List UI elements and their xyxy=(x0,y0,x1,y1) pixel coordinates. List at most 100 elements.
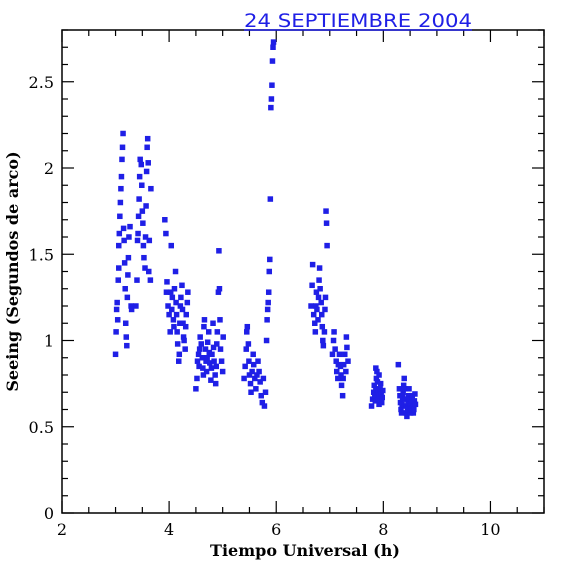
data-point xyxy=(126,234,132,240)
data-point xyxy=(119,156,125,163)
data-point xyxy=(213,363,219,370)
data-point xyxy=(318,311,325,318)
data-point xyxy=(337,363,344,370)
data-point xyxy=(247,380,254,387)
x-tick-label: 10 xyxy=(480,520,500,539)
data-point xyxy=(122,320,129,326)
data-point xyxy=(320,337,326,344)
data-point xyxy=(139,208,146,214)
data-point xyxy=(202,346,209,352)
data-point xyxy=(114,299,120,306)
data-point xyxy=(314,306,320,313)
data-point xyxy=(210,320,216,326)
data-point xyxy=(308,303,314,309)
data-point xyxy=(212,372,218,378)
data-point xyxy=(142,234,149,240)
data-point xyxy=(134,237,141,244)
data-point xyxy=(261,403,268,409)
ticks-layer: 2 4 6 8 10 0 0.5 1 1.5 2 2.5 xyxy=(29,29,545,539)
data-point xyxy=(116,242,122,249)
data-point xyxy=(201,323,207,330)
y-tick-label: 2.5 xyxy=(29,73,54,92)
data-point xyxy=(343,368,349,375)
data-point xyxy=(174,329,180,335)
data-point xyxy=(312,320,318,326)
data-point xyxy=(212,380,219,387)
data-point xyxy=(113,329,119,335)
data-point xyxy=(319,323,326,330)
x-tick-label: 4 xyxy=(164,520,174,539)
data-point xyxy=(205,329,212,335)
data-point xyxy=(214,341,220,347)
data-point xyxy=(396,386,403,392)
data-point xyxy=(377,380,384,387)
data-point xyxy=(122,286,128,292)
data-point xyxy=(336,351,343,358)
data-point xyxy=(195,351,202,358)
data-point xyxy=(128,303,134,309)
data-point xyxy=(136,196,142,202)
data-point xyxy=(116,265,122,271)
data-point xyxy=(268,104,274,111)
data-point xyxy=(146,237,153,244)
data-point xyxy=(404,413,410,420)
data-point xyxy=(267,196,274,202)
data-point xyxy=(163,289,170,295)
data-point xyxy=(322,306,328,313)
data-point xyxy=(176,358,182,364)
data-point xyxy=(128,306,135,313)
data-point xyxy=(115,277,121,283)
data-point xyxy=(117,199,124,206)
data-point xyxy=(371,382,377,389)
data-point xyxy=(216,286,223,292)
data-point xyxy=(146,268,152,275)
data-point xyxy=(179,282,185,289)
data-point xyxy=(200,372,207,378)
data-point xyxy=(398,406,404,413)
data-point xyxy=(380,387,386,394)
data-point xyxy=(324,242,330,249)
data-point xyxy=(335,375,341,382)
data-point xyxy=(260,375,267,382)
data-point xyxy=(148,185,154,192)
data-point xyxy=(257,379,263,385)
data-point xyxy=(270,39,277,45)
data-point xyxy=(118,173,125,180)
data-point xyxy=(180,320,186,326)
data-point xyxy=(316,277,322,283)
data-point xyxy=(215,289,222,295)
data-point xyxy=(343,334,350,340)
data-point xyxy=(245,341,252,347)
data-point xyxy=(114,317,121,323)
data-point xyxy=(270,44,276,50)
data-point xyxy=(268,96,275,102)
data-point xyxy=(142,265,148,271)
data-point xyxy=(144,135,151,142)
data-point xyxy=(338,372,344,378)
data-point xyxy=(244,329,250,335)
data-point xyxy=(243,346,249,352)
data-point xyxy=(199,355,206,361)
data-point xyxy=(139,182,145,188)
data-point xyxy=(203,368,210,375)
data-point xyxy=(211,358,217,364)
data-point xyxy=(117,213,123,220)
data-point xyxy=(255,358,261,364)
data-point xyxy=(315,294,322,301)
data-point xyxy=(378,391,384,397)
data-point xyxy=(309,261,316,268)
data-point xyxy=(163,230,169,237)
data-point xyxy=(208,377,214,383)
data-point xyxy=(256,368,262,375)
data-point xyxy=(113,306,120,313)
data-point xyxy=(168,242,175,249)
data-point xyxy=(310,311,317,318)
y-tick-label: 0 xyxy=(44,504,54,523)
data-point xyxy=(406,386,412,392)
data-point xyxy=(406,396,413,402)
data-point xyxy=(217,346,224,352)
data-point xyxy=(167,289,174,295)
data-point xyxy=(182,346,188,352)
data-point xyxy=(265,299,271,306)
